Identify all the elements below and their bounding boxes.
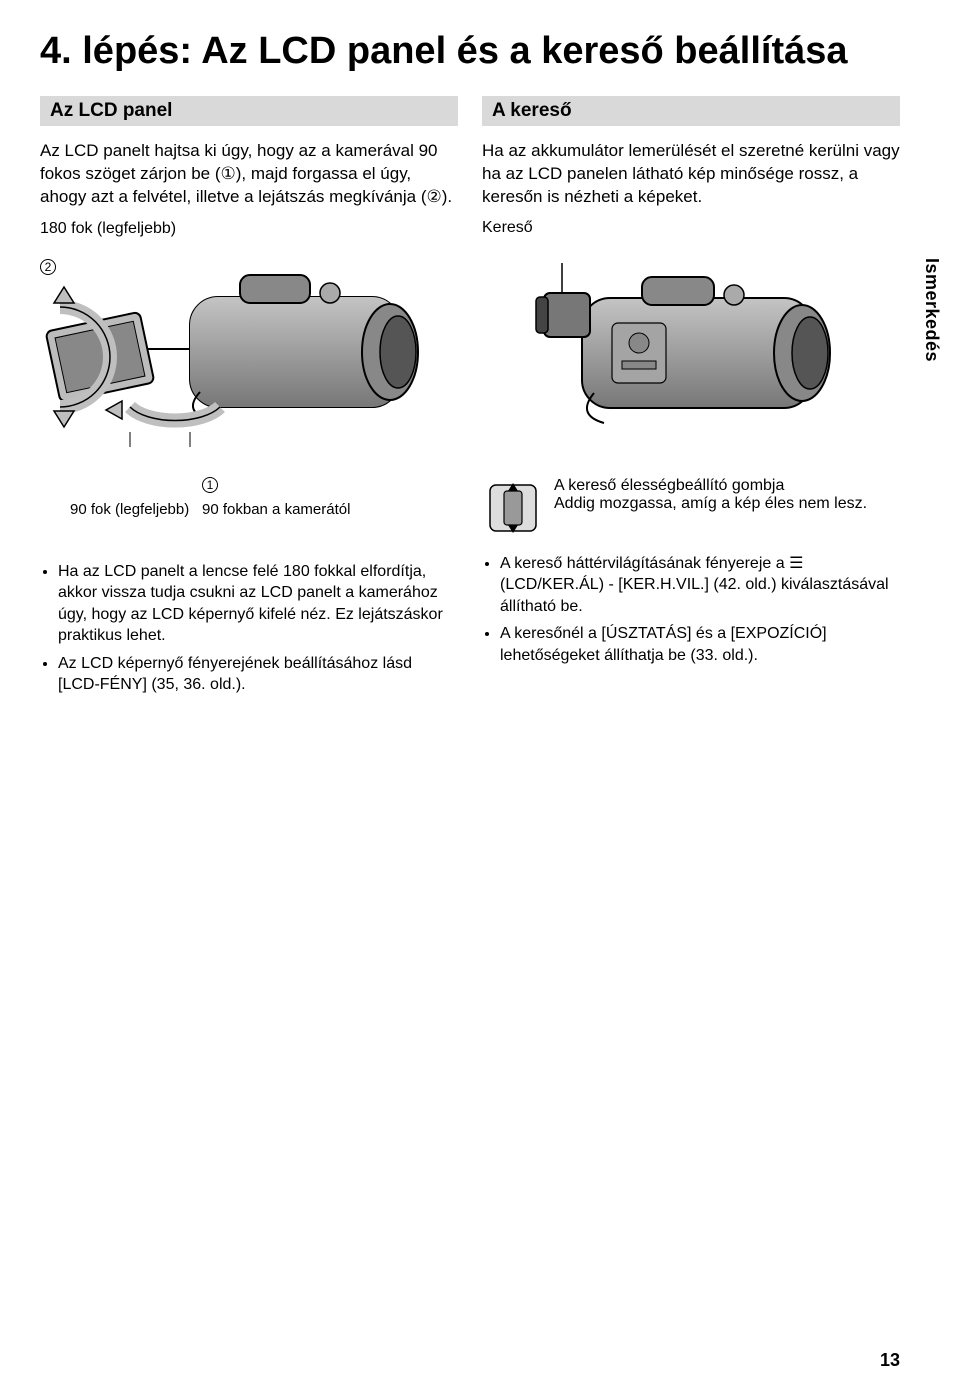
viewfinder-paragraph: Ha az akkumulátor lemerülését el szeretn… — [482, 140, 900, 209]
lcd-bullets: Ha az LCD panelt a lencse felé 180 fokka… — [40, 561, 458, 697]
vf-bullet-1: A kereső háttérvilágításának fényereje a… — [500, 553, 900, 618]
lcd-bullet-2: Az LCD képernyő fényerejének beállításáh… — [58, 653, 458, 696]
focus-ring-block: A kereső élességbeállító gombja Addig mo… — [482, 477, 900, 539]
label-90-left: 90 fok (legfeljebb) — [70, 501, 189, 518]
lcd-bullet-1: Ha az LCD panelt a lencse felé 180 fokka… — [58, 561, 458, 647]
label-kereso: Kereső — [482, 219, 900, 237]
viewfinder-bullets: A kereső háttérvilágításának fényereje a… — [482, 553, 900, 667]
side-tab: Ismerkedés — [921, 258, 942, 362]
heading-viewfinder: A kereső — [482, 96, 900, 126]
heading-lcd: Az LCD panel — [40, 96, 458, 126]
camera-lcd-svg — [40, 237, 440, 457]
lcd-labels-figure: 90 fok (legfeljebb) 1 90 fokban a kamerá… — [40, 477, 458, 547]
label-180: 180 fok (legfeljebb) — [40, 220, 176, 237]
page-number: 13 — [880, 1350, 900, 1371]
lcd-figure: 180 fok (legfeljebb) 2 — [40, 219, 458, 449]
circled-1-icon: 1 — [202, 477, 218, 493]
focus-slider-icon — [482, 477, 544, 539]
vf-bullet-2: A keresőnél a [ÚSZTATÁS] és a [EXPOZÍCIÓ… — [500, 623, 900, 666]
focus-title: A kereső élességbeállító gombja — [554, 477, 867, 495]
lcd-paragraph: Az LCD panelt hajtsa ki úgy, hogy az a k… — [40, 140, 458, 209]
page-title: 4. lépés: Az LCD panel és a kereső beáll… — [40, 30, 900, 74]
focus-desc: Addig mozgassa, amíg a kép éles nem lesz… — [554, 495, 867, 513]
label-90-right: 90 fokban a kamerától — [202, 501, 350, 518]
camera-viewfinder-svg — [482, 243, 882, 443]
viewfinder-figure — [482, 243, 900, 453]
vf-bullet-1-text: A kereső háttérvilágításának fényereje a… — [500, 555, 889, 615]
